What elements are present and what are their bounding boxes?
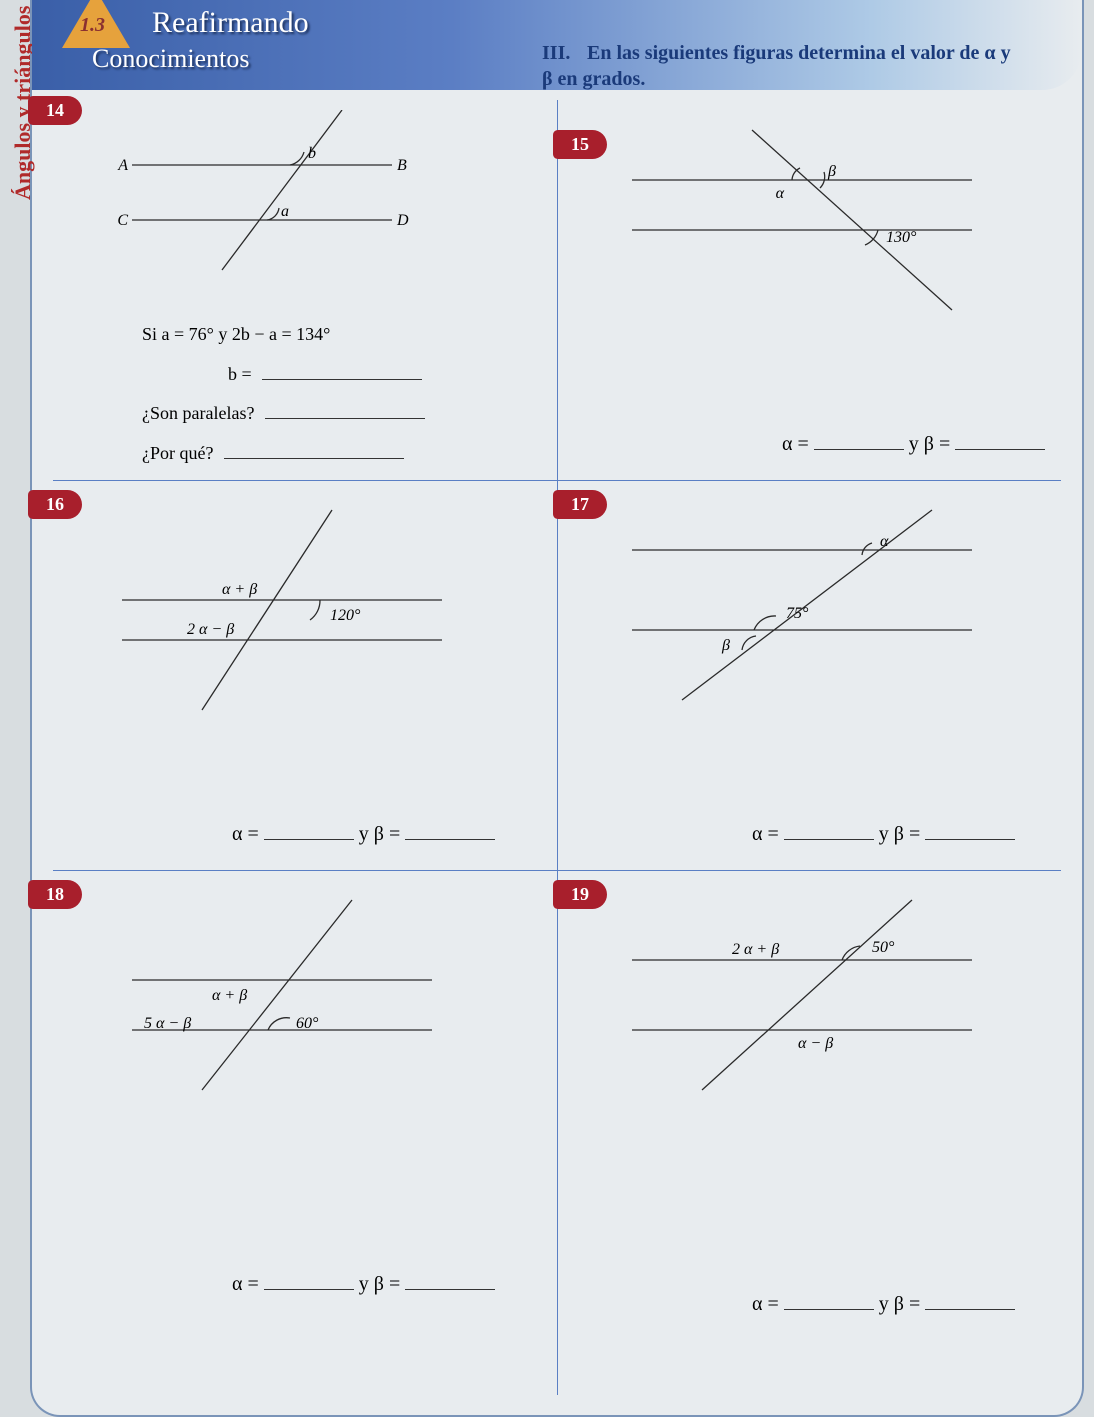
blank-14-why[interactable] [224,441,404,459]
svg-text:D: D [396,212,409,229]
blank-19-beta[interactable] [925,1290,1015,1310]
svg-text:a: a [281,203,289,220]
svg-text:2 α − β: 2 α − β [187,621,234,638]
instruction-text: III. En las siguientes figuras determina… [542,40,1022,92]
line-14-b: b = [142,355,512,395]
blank-15-alpha[interactable] [814,430,904,450]
line-14-parallel: ¿Son paralelas? [142,394,512,434]
blank-14-b[interactable] [262,362,422,380]
svg-text:60°: 60° [296,1015,319,1032]
problem-grid: 14 A B C D b a Si a = 76° y 2b − a = 134… [32,100,1082,1395]
svg-text:α: α [776,185,785,202]
problem-19: 2 α + β 50° α − β α = y β = [572,890,1052,1310]
problem-14-text: Si a = 76° y 2b − a = 134° b = ¿Son para… [142,315,512,473]
problem-15: α β 130° α = y β = [572,110,1052,470]
answer-17: α = y β = [752,820,1015,846]
answer-19: α = y β = [752,1290,1015,1316]
blank-15-beta[interactable] [955,430,1045,450]
svg-text:b: b [308,145,316,162]
instruction-roman: III. [542,40,582,66]
svg-text:B: B [397,157,407,174]
svg-text:C: C [117,212,128,229]
answer-18: α = y β = [232,1270,495,1296]
svg-text:50°: 50° [872,939,895,956]
horizontal-divider-1 [53,480,1061,481]
problem-16: α + β 2 α − β 120° α = y β = [72,500,532,860]
svg-text:α: α [880,533,889,550]
section-number: 1.3 [80,14,105,37]
page-frame: Ángulos y triángulos 1.3 Reafirmando Con… [30,0,1084,1417]
problem-18: α + β 5 α − β 60° α = y β = [72,890,532,1310]
svg-text:α + β: α + β [222,581,257,598]
svg-text:130°: 130° [886,229,917,246]
svg-text:120°: 120° [330,607,361,624]
blank-14-parallel[interactable] [265,401,425,419]
problem-17: α 75° β α = y β = [572,500,1052,860]
blank-16-alpha[interactable] [264,820,354,840]
blank-18-beta[interactable] [405,1270,495,1290]
svg-text:2 α + β: 2 α + β [732,941,779,958]
svg-text:β: β [721,637,730,654]
answer-15: α = y β = [782,430,1045,456]
figure-16: α + β 2 α − β 120° [72,500,492,720]
svg-text:α − β: α − β [798,1035,833,1052]
line-14-why: ¿Por qué? [142,434,512,474]
svg-text:β: β [827,163,836,180]
instruction-body: En las siguientes figuras determina el v… [542,42,1011,90]
blank-17-alpha[interactable] [784,820,874,840]
figure-19: 2 α + β 50° α − β [572,890,1012,1100]
figure-14: A B C D b a [72,110,452,280]
blank-17-beta[interactable] [925,820,1015,840]
svg-text:75°: 75° [786,605,809,622]
answer-16: α = y β = [232,820,495,846]
figure-18: α + β 5 α − β 60° [72,890,492,1100]
figure-15: α β 130° [572,110,1012,330]
blank-19-alpha[interactable] [784,1290,874,1310]
blank-16-beta[interactable] [405,820,495,840]
svg-text:A: A [117,157,128,174]
vertical-divider [557,100,558,1395]
header-title-line1: Reafirmando [152,6,309,40]
header-title-line2: Conocimientos [92,44,249,74]
given-14: Si a = 76° y 2b − a = 134° [142,315,512,355]
horizontal-divider-2 [53,870,1061,871]
blank-18-alpha[interactable] [264,1270,354,1290]
svg-text:5 α − β: 5 α − β [144,1015,191,1032]
figure-17: α 75° β [572,500,1012,720]
svg-text:α + β: α + β [212,987,247,1004]
problem-14: A B C D b a Si a = 76° y 2b − a = 134° b… [72,110,512,470]
